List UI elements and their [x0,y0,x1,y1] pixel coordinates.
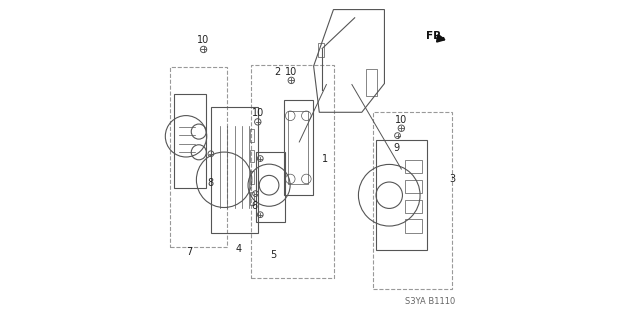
Text: 6: 6 [252,201,258,211]
Text: 1: 1 [322,154,328,165]
Text: 3: 3 [449,174,456,184]
Text: 5: 5 [271,250,277,260]
Text: 4: 4 [236,244,242,254]
Text: 2: 2 [274,67,280,77]
Text: 10: 10 [396,115,408,125]
Text: 7: 7 [186,247,193,257]
Text: 10: 10 [252,108,264,118]
Text: 10: 10 [197,35,210,45]
Text: FR.: FR. [426,31,445,41]
Text: S3YA B1110: S3YA B1110 [405,297,455,306]
Text: 9: 9 [394,143,399,153]
Text: 10: 10 [285,67,298,77]
Text: 8: 8 [207,178,213,189]
